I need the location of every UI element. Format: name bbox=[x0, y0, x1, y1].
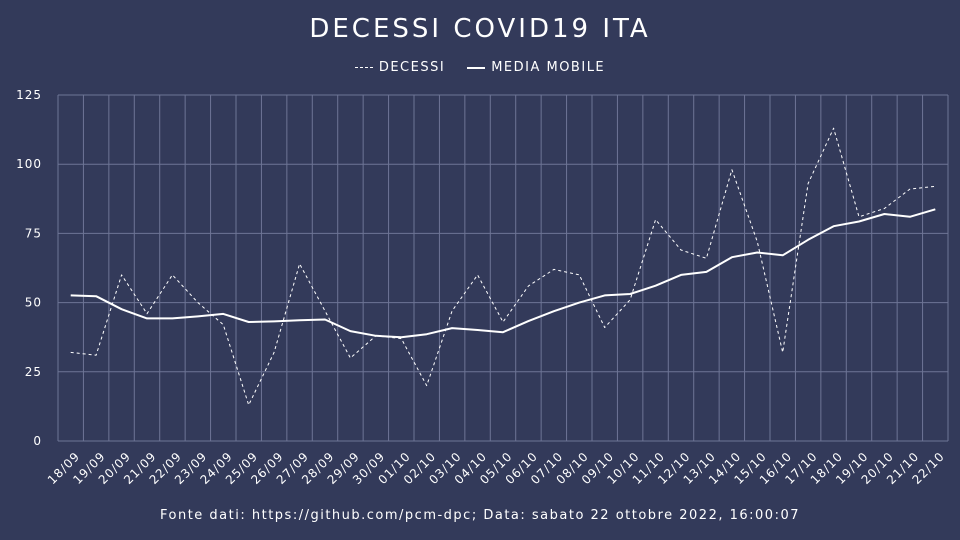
legend-item-decessi: DECESSI bbox=[354, 60, 446, 75]
y-tick-label: 0 bbox=[33, 434, 42, 448]
legend: DECESSI MEDIA MOBILE bbox=[0, 60, 960, 75]
y-tick-label: 25 bbox=[25, 365, 42, 379]
legend-label-decessi: DECESSI bbox=[378, 60, 446, 75]
series-line-media-mobile bbox=[70, 208, 936, 339]
y-tick-label: 50 bbox=[25, 296, 42, 310]
y-tick-label: 125 bbox=[16, 88, 42, 102]
legend-label-media-mobile: MEDIA MOBILE bbox=[491, 60, 606, 75]
source-note: Fonte dati: https://github.com/pcm-dpc; … bbox=[159, 508, 800, 523]
legend-swatch-solid bbox=[467, 66, 486, 69]
y-tick-label: 75 bbox=[25, 226, 42, 240]
series-line-decessi bbox=[70, 127, 936, 406]
legend-swatch-dashed bbox=[354, 67, 373, 68]
chart-title: DECESSI COVID19 ITA bbox=[309, 14, 651, 44]
legend-item-media-mobile: MEDIA MOBILE bbox=[467, 60, 605, 75]
y-tick-label: 100 bbox=[16, 157, 42, 171]
